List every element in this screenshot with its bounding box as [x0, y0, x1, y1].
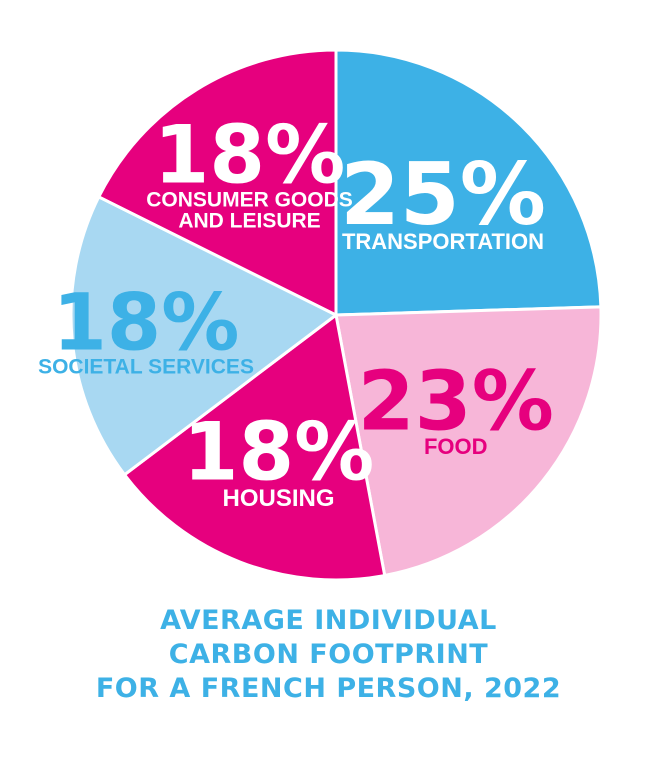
slice-category-consumer-goods-and-leisure-line-1: CONSUMER GOODS: [146, 188, 353, 211]
pie-slice-consumer-goods-and-leisure: [96, 48, 338, 318]
slice-label-societal-services: 18%SOCIETAL SERVICES: [38, 279, 254, 379]
slice-category-societal-services-line-1: SOCIETAL SERVICES: [38, 355, 254, 378]
slice-value-transportation: 25%: [340, 145, 546, 245]
pie-slice-food: [334, 305, 603, 578]
slice-category-transportation-line-1: TRANSPORTATION: [342, 229, 544, 254]
slice-label-housing: 18%HOUSING: [183, 405, 374, 511]
slice-category-food-line-1: FOOD: [424, 434, 488, 459]
pie-slice-societal-services: [69, 194, 339, 477]
slice-label-transportation: 25%TRANSPORTATION: [340, 145, 546, 254]
slice-value-consumer-goods-and-leisure: 18%: [154, 109, 345, 202]
chart-title-line-2: CARBON FOOTPRINT: [168, 639, 489, 670]
chart-title-line-1: AVERAGE INDIVIDUAL: [160, 605, 497, 636]
slice-category-consumer-goods-and-leisure-line-2: AND LEISURE: [178, 209, 320, 232]
pie-slices: [69, 48, 603, 582]
slice-value-food: 23%: [358, 354, 554, 449]
pie-slice-transportation: [334, 48, 603, 317]
slice-value-housing: 18%: [183, 405, 374, 498]
chart-title-line-3: FOR A FRENCH PERSON, 2022: [95, 673, 562, 704]
pie-slice-housing: [122, 312, 387, 582]
slice-value-societal-services: 18%: [53, 279, 240, 369]
slice-category-housing-line-1: HOUSING: [223, 485, 335, 512]
pie-labels: 25%TRANSPORTATION23%FOOD18%HOUSING18%SOC…: [38, 109, 554, 512]
pie-chart: 25%TRANSPORTATION23%FOOD18%HOUSING18%SOC…: [38, 48, 603, 582]
slice-label-food: 23%FOOD: [358, 354, 554, 459]
chart-title: AVERAGE INDIVIDUAL CARBON FOOTPRINT FOR …: [0, 604, 657, 706]
